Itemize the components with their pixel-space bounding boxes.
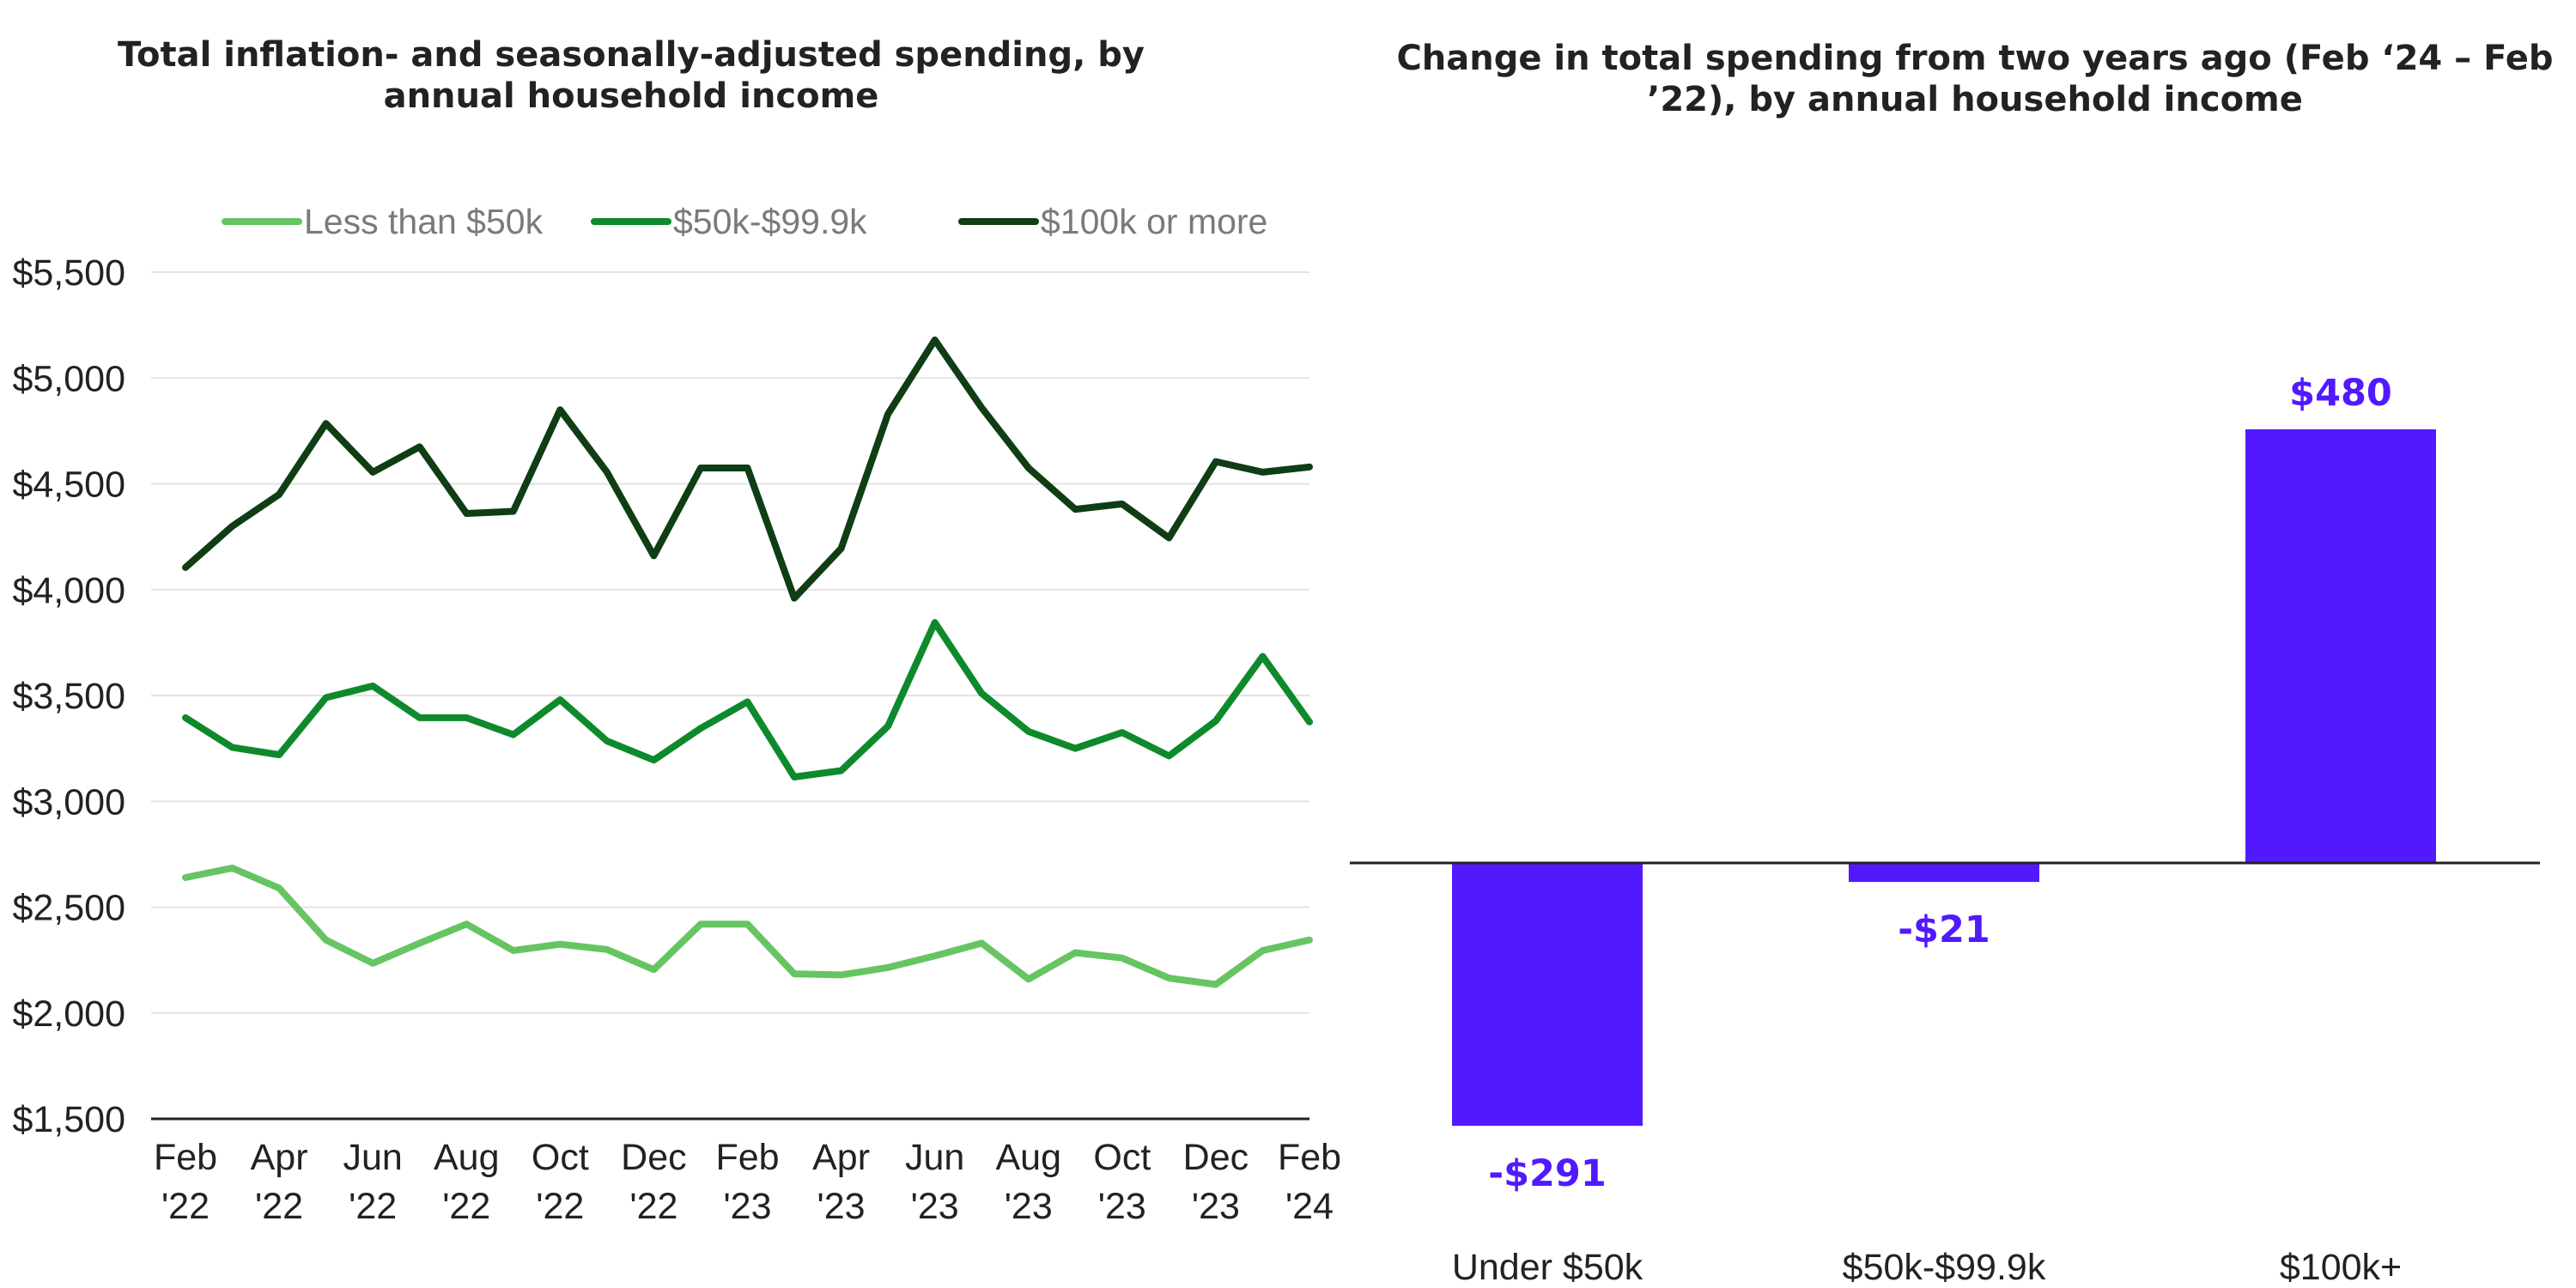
series-line-2	[182, 336, 1313, 602]
line-chart-title: Total inflation- and seasonally-adjusted…	[118, 35, 1145, 116]
line-chart-series	[182, 336, 1313, 988]
bar-data-label: $480	[2289, 372, 2392, 415]
bar-data-label: -$21	[1898, 908, 1990, 951]
category-label: Under $50k	[1452, 1247, 1643, 1288]
line-chart: $1,500 $2,000 $2,500 $3,000 $3,500 $4,000 $4,5…	[12, 202, 1341, 1227]
x-tick-label: '24	[1285, 1186, 1334, 1227]
series-line-1	[182, 619, 1313, 781]
y-tick-label: $3,000	[12, 781, 125, 823]
x-tick-label: Oct	[532, 1137, 589, 1178]
y-tick-label: $3,500	[12, 676, 125, 717]
bar	[1452, 863, 1643, 1127]
legend-label: $100k or more	[1041, 202, 1267, 241]
y-tick-label: $1,500	[12, 1099, 125, 1140]
x-tick-label: '23	[723, 1186, 771, 1227]
bar	[1849, 863, 2039, 883]
bar-chart-bars	[1452, 429, 2436, 1127]
x-tick-label: '23	[1192, 1186, 1240, 1227]
x-tick-label: Oct	[1093, 1137, 1151, 1178]
bar	[2245, 429, 2436, 863]
x-tick-label: '23	[1098, 1186, 1146, 1227]
x-tick-label: '23	[817, 1186, 866, 1227]
bar-chart-panel: Change in total spending from two years …	[1340, 0, 2576, 1288]
legend-label: Less than $50k	[304, 202, 544, 241]
x-tick-label: Apr	[812, 1137, 870, 1178]
x-tick-label: Feb	[154, 1137, 217, 1178]
series-line-0	[182, 864, 1313, 988]
x-tick-label: '22	[349, 1186, 397, 1227]
x-tick-label: '22	[536, 1186, 584, 1227]
x-tick-label: Apr	[251, 1137, 308, 1178]
bar-chart-category-labels: Under $50k $50k-$99.9k $100k+	[1452, 1247, 2402, 1288]
bar-chart-title: Change in total spending from two years …	[1396, 39, 2554, 119]
x-tick-label: '22	[161, 1186, 210, 1227]
y-tick-label: $4,500	[12, 465, 125, 506]
x-tick-label: '22	[255, 1186, 303, 1227]
x-tick-label: '23	[1005, 1186, 1053, 1227]
x-tick-label: Dec	[621, 1137, 686, 1178]
line-chart-x-axis: Feb '22 Apr '22 Jun '22 Aug '22 Oct '22 Dec '22 Feb '…	[154, 1137, 1341, 1227]
x-tick-label: '22	[442, 1186, 490, 1227]
x-tick-label: Jun	[905, 1137, 964, 1178]
y-tick-label: $4,000	[12, 570, 125, 611]
y-tick-label: $2,500	[12, 888, 125, 929]
line-chart-legend: Less than $50k $50k-$99.9k $100k or more	[222, 202, 1267, 241]
x-tick-label: Aug	[995, 1137, 1061, 1178]
bar-data-label: -$291	[1488, 1152, 1607, 1195]
x-tick-label: Aug	[434, 1137, 500, 1178]
x-tick-label: Feb	[1278, 1137, 1341, 1178]
legend-label: $50k-$99.9k	[673, 202, 867, 241]
category-label: $100k+	[2280, 1247, 2402, 1288]
y-tick-label: $5,500	[12, 252, 125, 294]
x-tick-label: Feb	[715, 1137, 779, 1178]
y-tick-label: $5,000	[12, 358, 125, 399]
y-tick-label: $2,000	[12, 993, 125, 1035]
bar-chart-data-labels: -$291 -$21 $480	[1488, 372, 2392, 1195]
line-chart-panel: Total inflation- and seasonally-adjusted…	[12, 35, 1341, 1227]
line-chart-gridlines	[151, 271, 1309, 1014]
x-tick-label: Jun	[343, 1137, 402, 1178]
x-tick-label: '22	[629, 1186, 677, 1227]
bar-chart: -$291 -$21 $480 Under $50k $50k-$99.9k $100k…	[1350, 372, 2540, 1288]
x-tick-label: '23	[911, 1186, 959, 1227]
line-chart-y-axis: $1,500 $2,000 $2,500 $3,000 $3,500 $4,000 $4,5…	[12, 252, 1309, 1140]
category-label: $50k-$99.9k	[1843, 1247, 2046, 1288]
x-tick-label: Dec	[1183, 1137, 1249, 1178]
